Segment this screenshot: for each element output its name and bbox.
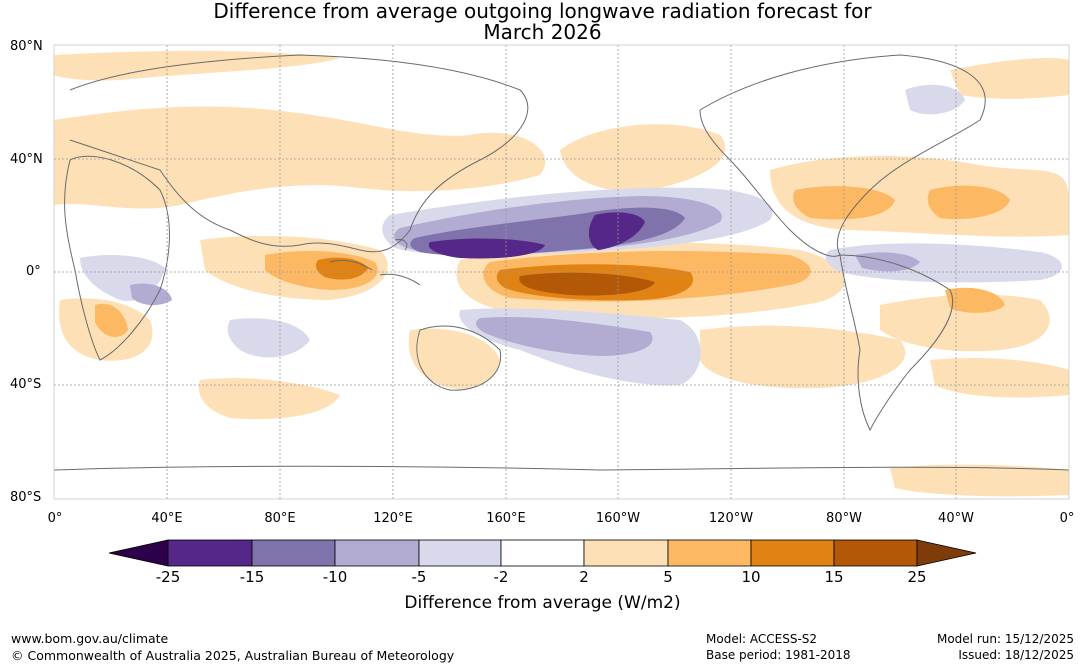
colorbar-segment (583, 539, 669, 567)
colorbar-tick-label: 10 (741, 568, 761, 586)
coast-north-america (699, 54, 986, 257)
colorbar-tick-label: 2 (579, 568, 589, 586)
colorbar (108, 539, 977, 567)
colorbar-low-arrow (108, 539, 169, 567)
footer-model-run: Model run: 15/12/2025 (936, 632, 1074, 646)
colorbar-segment (334, 539, 420, 567)
lon-label-120w: 120°W (708, 511, 754, 526)
lon-label-0-east: 0° (1059, 511, 1075, 526)
footer-model: Model: ACCESS-S2 (706, 632, 818, 646)
lon-label-80w: 80°W (826, 511, 862, 526)
region-antarctic-warm (890, 464, 1069, 497)
region-north-eurasia-warm (54, 106, 546, 209)
coast-eurasia (69, 54, 529, 253)
colorbar-segment (750, 539, 835, 567)
lat-label-equator: 0° (26, 264, 41, 279)
lon-label-0: 0° (47, 511, 63, 526)
region-north-pacific-warm (560, 124, 726, 191)
region-south-pacific-warm (700, 325, 906, 389)
colorbar-segment (418, 539, 502, 567)
colorbar-tick-label: -2 (493, 568, 509, 586)
coast-maritime-islands (329, 239, 421, 286)
colorbar-segment (500, 539, 585, 567)
region-north-pacific-cool-core-west (428, 238, 545, 259)
lat-label-80s: 80°S (10, 490, 42, 505)
lon-label-80e: 80°E (264, 511, 296, 526)
lat-label-40n: 40°N (10, 152, 43, 167)
colorbar-tick-label: 25 (907, 568, 927, 586)
lon-label-40w: 40°W (938, 511, 974, 526)
warm-15-25-regions (519, 272, 655, 296)
region-australia-warm (408, 328, 500, 389)
colorbar-segment (667, 539, 752, 567)
graticule (54, 45, 1069, 499)
footer-issued: Issued: 18/12/2025 (958, 648, 1074, 662)
footer-website: www.bom.gov.au/climate (11, 631, 169, 646)
coast-africa (64, 155, 170, 361)
colorbar-tick-label: 15 (824, 568, 844, 586)
colorbar-segment (833, 539, 918, 567)
region-north-pacific-cool-core-east (588, 212, 645, 250)
region-canada-faint-cool (905, 84, 965, 115)
map-frame (53, 44, 1070, 500)
coast-south-america (839, 254, 954, 432)
colorbar-tick-label: -15 (239, 568, 265, 586)
lat-label-40s: 40°S (10, 377, 42, 392)
footer-base-period: Base period: 1981-2018 (706, 648, 851, 662)
colorbar-high-arrow (916, 539, 977, 567)
coast-australia (416, 325, 502, 391)
region-dateline-warm-core (519, 272, 655, 296)
region-brazil-warm (945, 287, 1005, 313)
chart-title-line2: March 2026 (483, 20, 602, 44)
region-south-atlantic-warm (930, 358, 1069, 398)
lon-label-160e: 160°E (486, 511, 526, 526)
region-greenland-warm (950, 58, 1069, 99)
colorbar-tick-label: -10 (322, 568, 348, 586)
region-africa-cool (130, 283, 172, 306)
map-content (54, 45, 1069, 499)
colorbar-segment (167, 539, 253, 567)
region-madagascar-warm (95, 303, 128, 337)
region-south-pacific-cool (475, 316, 653, 356)
lon-label-120e: 120°E (373, 511, 413, 526)
region-indian-ocean-faint-cool (227, 318, 310, 358)
lon-label-40e: 40°E (151, 511, 183, 526)
colorbar-title: Difference from average (W/m2) (404, 593, 681, 613)
region-southern-indian-warm (198, 378, 340, 420)
region-indonesia-warm (316, 257, 368, 280)
colorbar-tick-label: -5 (411, 568, 427, 586)
lat-label-80n: 80°N (10, 39, 43, 54)
footer-copyright: © Commonwealth of Australia 2025, Austra… (11, 648, 455, 663)
region-arctic-warm (54, 50, 340, 81)
coast-antarctica (54, 465, 1069, 471)
cool-15-25-regions (428, 212, 645, 259)
region-south-america-warm (880, 294, 1050, 352)
colorbar-tick-label: -25 (155, 568, 181, 586)
chart-title-line1: Difference from average outgoing longwav… (213, 0, 872, 23)
region-atlantic-warm (927, 185, 1010, 220)
lon-label-160w: 160°W (595, 511, 641, 526)
coastlines (54, 54, 1069, 471)
colorbar-tick-label: 5 (663, 568, 673, 586)
colorbar-segment (251, 539, 336, 567)
